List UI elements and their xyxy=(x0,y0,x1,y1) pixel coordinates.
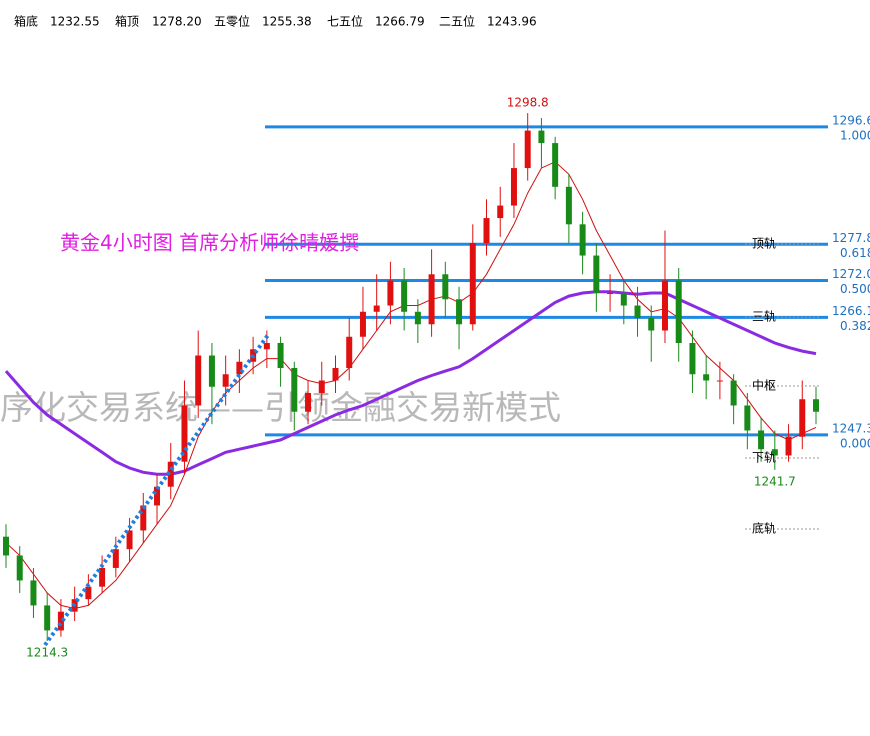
candle-body xyxy=(16,555,23,581)
candle-body xyxy=(318,380,325,393)
level-price: 1272.0 xyxy=(832,267,870,281)
candle-body xyxy=(579,224,586,256)
candle-body xyxy=(634,305,641,319)
candle-body xyxy=(3,536,9,556)
level-ratio: 0.618 xyxy=(840,246,870,260)
level-price: 1247.3 xyxy=(832,421,870,435)
candle-body xyxy=(744,405,751,431)
candle-body xyxy=(771,449,778,456)
candle-body xyxy=(401,280,408,312)
candle-body xyxy=(456,299,463,325)
level-price: 1277.8 xyxy=(832,231,870,245)
candle-body xyxy=(799,399,806,437)
candle-body xyxy=(689,343,696,375)
channel-label: 底轨 xyxy=(752,521,776,536)
candle-body xyxy=(607,293,614,295)
candle-body xyxy=(305,392,312,412)
candle-body xyxy=(387,280,394,306)
candle-body xyxy=(332,368,339,381)
watermark: 序化交易系统——引领金融交易新模式 xyxy=(0,388,561,427)
trend-line xyxy=(43,333,270,647)
candle-body xyxy=(346,336,353,368)
candle-body xyxy=(414,311,421,325)
extreme-label: 1214.3 xyxy=(26,646,68,660)
candle-body xyxy=(236,361,243,375)
candle-body xyxy=(620,293,627,306)
candle-body xyxy=(99,567,106,587)
level-ratio: 0.382 xyxy=(840,319,870,333)
candle-body xyxy=(703,374,710,381)
candle-body xyxy=(126,530,133,550)
candle-body xyxy=(813,399,819,412)
header-value: 1278.20 xyxy=(152,15,202,29)
candle-body xyxy=(263,343,270,350)
candle-body xyxy=(277,343,284,368)
candle-body xyxy=(552,143,559,187)
candle-body xyxy=(648,318,655,331)
level-price: 1296.6 xyxy=(832,113,870,127)
level-price: 1266.1 xyxy=(832,304,870,318)
channel-label: 三轨 xyxy=(752,310,776,324)
candle-body xyxy=(661,280,668,331)
candle-body xyxy=(154,486,161,506)
candle-body xyxy=(758,430,765,450)
candle-body xyxy=(167,461,174,487)
candle-body xyxy=(44,605,51,631)
candle-body xyxy=(359,311,366,337)
candle-body xyxy=(538,130,545,144)
candle-body xyxy=(208,355,215,387)
header-label: 二五位 xyxy=(439,14,475,29)
candle-body xyxy=(483,218,490,244)
header-label: 箱顶 xyxy=(115,14,139,29)
candle-body xyxy=(716,380,723,382)
candle-body xyxy=(57,611,64,631)
header-label: 七五位 xyxy=(327,14,363,29)
candle-body xyxy=(442,274,449,300)
candle-body xyxy=(675,280,682,344)
channel-label: 中枢 xyxy=(752,378,776,393)
candle-body xyxy=(730,380,737,406)
level-ratio: 1.000 xyxy=(840,128,870,142)
header-label: 五零位 xyxy=(214,14,250,29)
candle-body xyxy=(291,368,298,412)
candle-body xyxy=(428,274,435,325)
plot: 1296.61.0001277.80.6181272.00.5001266.10… xyxy=(3,96,870,660)
channel-label: 下轨 xyxy=(752,451,776,465)
candle-body xyxy=(30,580,37,606)
candle-body xyxy=(373,305,380,312)
extreme-label: 1298.8 xyxy=(507,96,549,110)
header: 箱底 1232.55 箱顶 1278.20 五零位 1255.38 七五位 1266.79 二五… xyxy=(14,14,537,29)
candle-body xyxy=(565,186,572,225)
candle-body xyxy=(593,255,600,294)
level-ratio: 0.500 xyxy=(840,282,870,296)
candle-body xyxy=(181,405,188,462)
candle-body xyxy=(524,130,531,169)
candle-body xyxy=(510,168,517,206)
candle-body xyxy=(195,355,202,406)
candle-body xyxy=(85,586,92,600)
candle-body xyxy=(469,243,476,325)
candle-body xyxy=(112,549,119,568)
header-value: 1255.38 xyxy=(262,15,312,29)
header-value: 1243.96 xyxy=(487,15,537,29)
header-value: 1232.55 xyxy=(50,15,100,29)
header-value: 1266.79 xyxy=(375,15,425,29)
candle-body xyxy=(497,205,504,219)
level-ratio: 0.000 xyxy=(840,436,870,450)
extreme-label: 1241.7 xyxy=(754,474,796,488)
candle-body xyxy=(785,436,792,456)
candle-body xyxy=(140,505,147,531)
channel-label: 顶轨 xyxy=(752,237,776,251)
candle-body xyxy=(222,374,229,387)
chart-title: 黄金4小时图 首席分析师徐晴媛撰 xyxy=(60,231,359,255)
header-label: 箱底 xyxy=(14,14,38,29)
